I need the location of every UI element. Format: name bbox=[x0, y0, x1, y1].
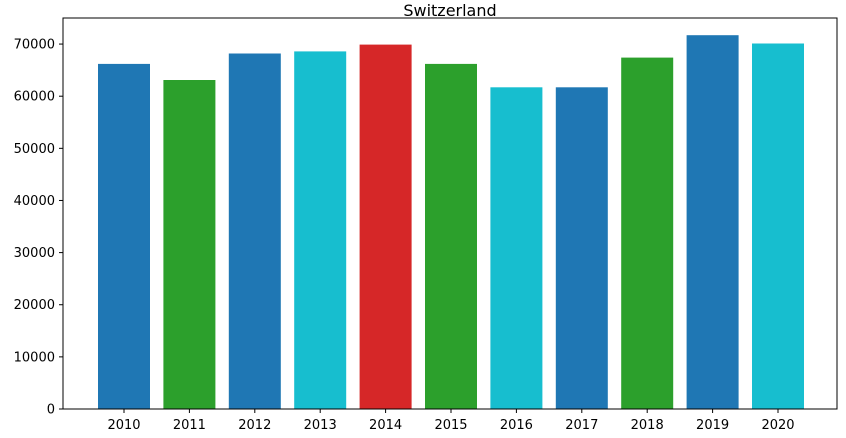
x-tick-label-2012: 2012 bbox=[238, 418, 271, 433]
bar-2017 bbox=[555, 87, 608, 410]
y-tick-label-40000: 40000 bbox=[14, 194, 55, 209]
x-axis-ticks: 2010 2011 2012 2013 2014 2015 2016 2017 2018 2019… bbox=[107, 409, 795, 433]
y-tick-label-20000: 20000 bbox=[14, 298, 55, 313]
x-tick-label-2013: 2013 bbox=[304, 418, 337, 433]
axes-group bbox=[62, 17, 838, 410]
x-tick-label-2015: 2015 bbox=[434, 418, 467, 433]
bar-2018 bbox=[621, 57, 674, 409]
bar-2016 bbox=[490, 87, 543, 410]
y-tick-label-10000: 10000 bbox=[14, 350, 55, 365]
plot-frame bbox=[62, 17, 838, 410]
x-tick-label-2019: 2019 bbox=[696, 418, 729, 433]
x-tick-label-2010: 2010 bbox=[107, 418, 140, 433]
bar-2012 bbox=[228, 53, 281, 409]
bar-2014 bbox=[359, 44, 412, 409]
bar-2019 bbox=[686, 35, 739, 409]
y-tick-label-30000: 30000 bbox=[14, 246, 55, 261]
y-tick-label-70000: 70000 bbox=[14, 38, 55, 53]
x-tick-label-2014: 2014 bbox=[369, 418, 402, 433]
bar-2011 bbox=[163, 80, 216, 409]
chart-title: Switzerland bbox=[403, 1, 496, 20]
y-tick-label-50000: 50000 bbox=[14, 142, 55, 157]
x-tick-label-2018: 2018 bbox=[631, 418, 664, 433]
bar-2010 bbox=[98, 63, 150, 410]
x-tick-label-2011: 2011 bbox=[173, 418, 206, 433]
x-tick-label-2017: 2017 bbox=[565, 418, 598, 433]
x-tick-label-2020: 2020 bbox=[761, 418, 794, 433]
y-axis-ticks: 0 10000 20000 30000 40000 50000 60000 70000 bbox=[14, 38, 63, 418]
bar-2013 bbox=[294, 51, 347, 410]
bar-2020 bbox=[752, 43, 804, 409]
bars-group bbox=[98, 35, 804, 410]
y-tick-label-60000: 60000 bbox=[14, 90, 55, 105]
bar-2015 bbox=[425, 63, 477, 410]
x-tick-label-2016: 2016 bbox=[500, 418, 533, 433]
y-tick-label-0: 0 bbox=[47, 403, 55, 418]
